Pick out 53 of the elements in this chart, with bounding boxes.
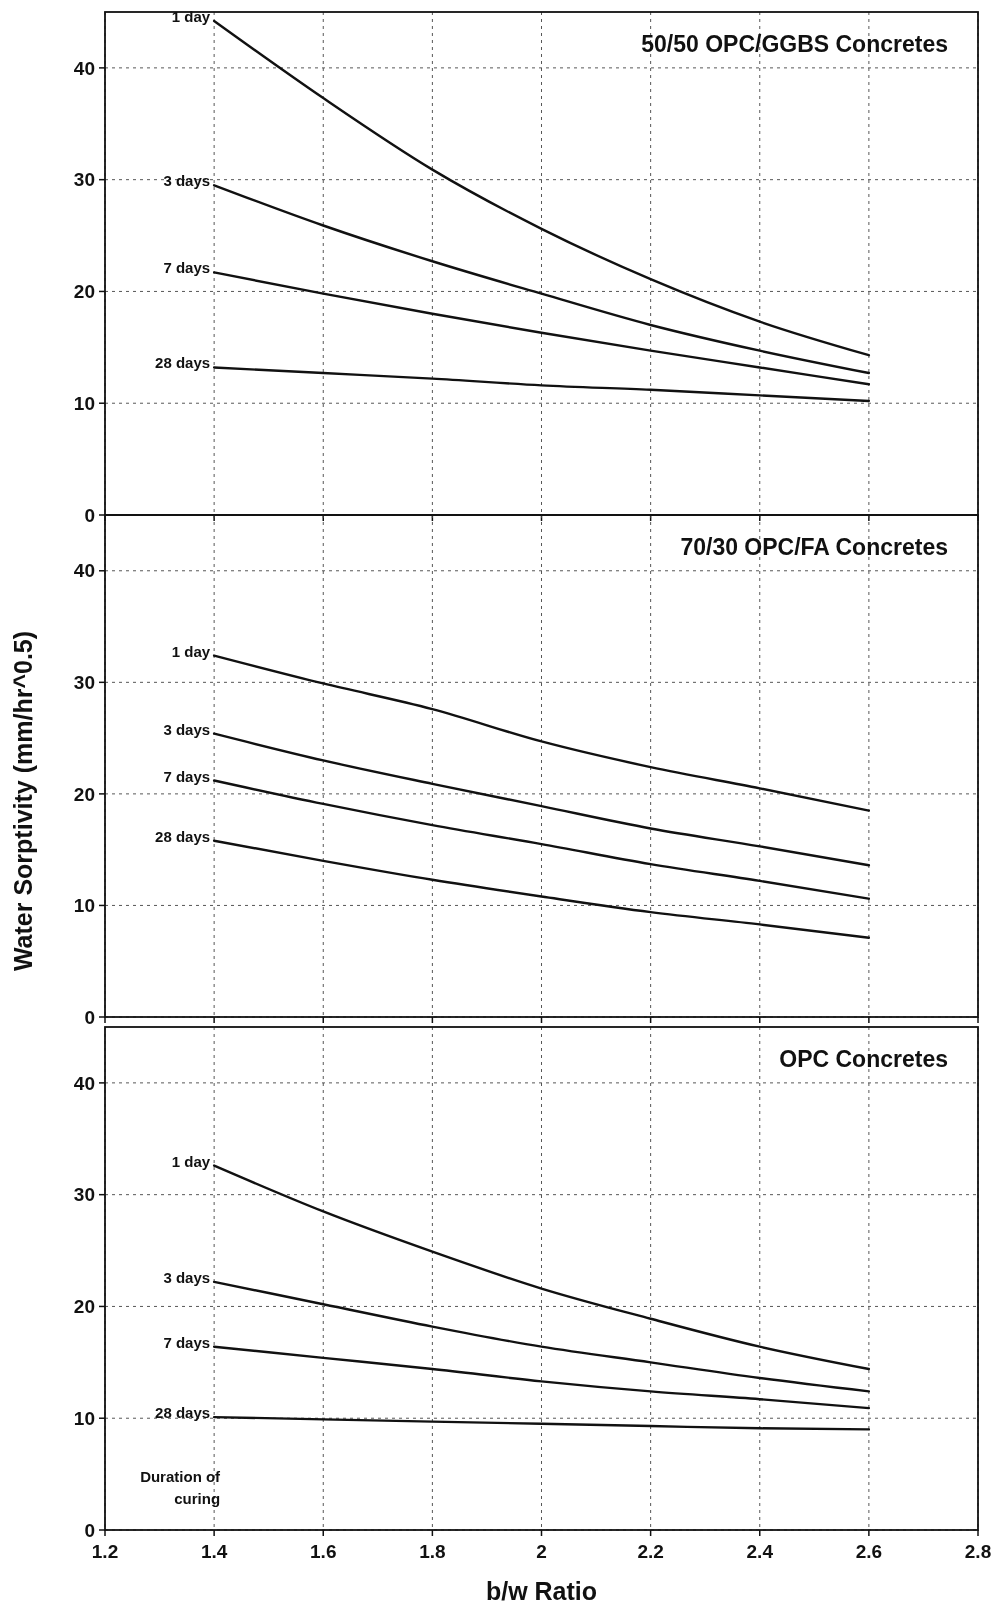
y-axis-title: Water Sorptivity (mm/hr^0.5) <box>9 630 37 972</box>
y-tick-label: 40 <box>73 1072 95 1094</box>
y-tick-label: 10 <box>73 392 95 414</box>
line-series <box>212 732 871 867</box>
annotation: Duration of curing <box>140 1468 222 1507</box>
line-series <box>212 184 871 375</box>
line-series <box>212 1345 871 1410</box>
series-label: 7 days <box>163 1333 211 1351</box>
series-label: 7 days <box>163 767 211 785</box>
x-tick-label: 2.2 <box>637 1541 664 1562</box>
x-tick-label: 1.2 <box>91 1541 119 1562</box>
y-tick-label: 0 <box>84 1519 95 1541</box>
line-series <box>212 366 871 403</box>
series-label: 3 days <box>163 720 211 738</box>
line-series <box>212 1280 871 1393</box>
x-tick-label: 2 <box>536 1541 547 1562</box>
y-tick-label: 40 <box>73 57 95 79</box>
y-tick-label: 20 <box>73 281 95 303</box>
y-tick-label: 30 <box>73 671 95 693</box>
y-tick-label: 40 <box>73 560 95 582</box>
x-tick-label: 1.4 <box>200 1541 228 1562</box>
x-tick-label: 2.6 <box>855 1541 883 1562</box>
line-series <box>212 839 871 939</box>
text: 70/30 OPC/FA Concretes <box>680 534 948 560</box>
series-label: 1 day <box>171 1152 211 1170</box>
x-tick-label: 2.4 <box>746 1541 774 1562</box>
line-series <box>212 1415 871 1431</box>
y-tick-label: 30 <box>73 169 95 191</box>
line-series <box>212 271 871 386</box>
series-label: 7 days <box>163 259 211 277</box>
series-label: 3 days <box>163 1268 211 1286</box>
text: 50/50 OPC/GGBS Concretes <box>641 31 948 57</box>
text: OPC Concretes <box>779 1046 948 1072</box>
line-series <box>212 779 871 900</box>
y-tick-label: 0 <box>84 1006 95 1028</box>
series-label: 28 days <box>155 354 211 372</box>
x-axis-title: b/w Ratio <box>485 1577 598 1605</box>
y-tick-label: 10 <box>73 895 95 917</box>
y-tick-label: 20 <box>73 1296 95 1318</box>
y-tick-label: 30 <box>73 1184 95 1206</box>
series-label: 1 day <box>171 7 211 25</box>
series-label: 1 day <box>171 642 211 660</box>
line-series <box>212 654 871 812</box>
x-tick-label: 1.6 <box>310 1541 337 1562</box>
series-label: 28 days <box>155 1404 211 1422</box>
y-tick-label: 10 <box>73 1407 95 1429</box>
y-tick-label: 0 <box>84 504 95 526</box>
series-label: 28 days <box>155 827 211 845</box>
x-tick-label: 1.8 <box>419 1541 446 1562</box>
y-tick-label: 20 <box>73 783 95 805</box>
line-series <box>212 1164 871 1371</box>
x-tick-label: 2.8 <box>964 1541 992 1562</box>
series-label: 3 days <box>163 172 211 190</box>
